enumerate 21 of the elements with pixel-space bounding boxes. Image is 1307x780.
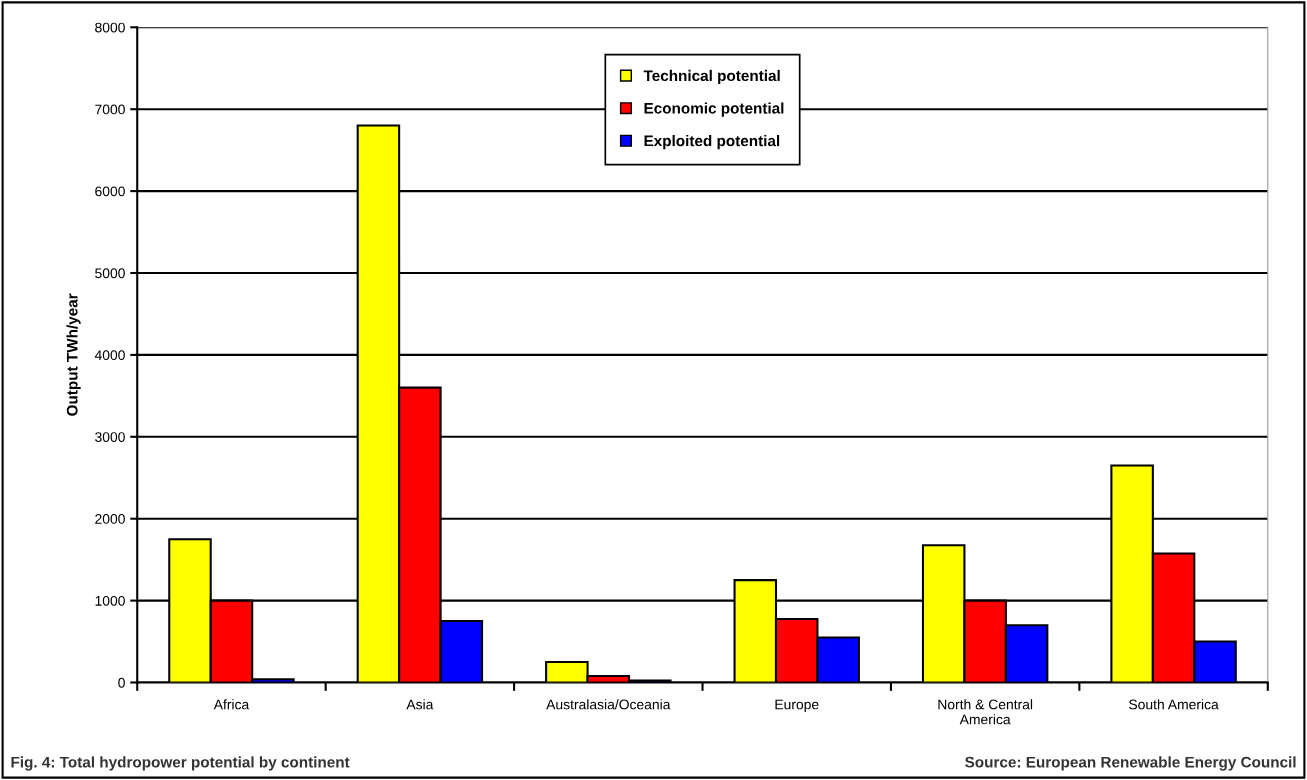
x-tick-label: South America [1129,699,1219,710]
legend-label: Economic potential [644,102,784,117]
y-axis-title: Output TWh/year [66,293,81,416]
x-tick-label: Australasia/Oceania [546,699,671,710]
legend-label: Exploited potential [644,135,780,150]
y-tick-label: 5000 [95,268,125,279]
x-tick-label: Africa [213,699,250,710]
x-tick-label: Europe [775,699,819,713]
y-tick-label: 8000 [95,22,125,33]
y-tick-label: 3000 [95,432,125,442]
y-tick-label: 1000 [95,595,125,606]
y-tick-label: 4000 [94,350,125,361]
legend-label: Technical potential [643,69,780,85]
y-tick-label: 0 [118,677,125,688]
y-tick-label: 6000 [95,186,125,197]
y-tick-label: 2000 [95,514,125,524]
y-tick-label: 7000 [95,104,125,115]
source-note: Source: European Renewable Energy Council [965,756,1296,771]
text: Fig. 4: Total hydropower potential by continent [11,756,350,771]
x-tick-label: North & Central America [938,699,1033,725]
x-tick-label: Asia [406,699,434,710]
